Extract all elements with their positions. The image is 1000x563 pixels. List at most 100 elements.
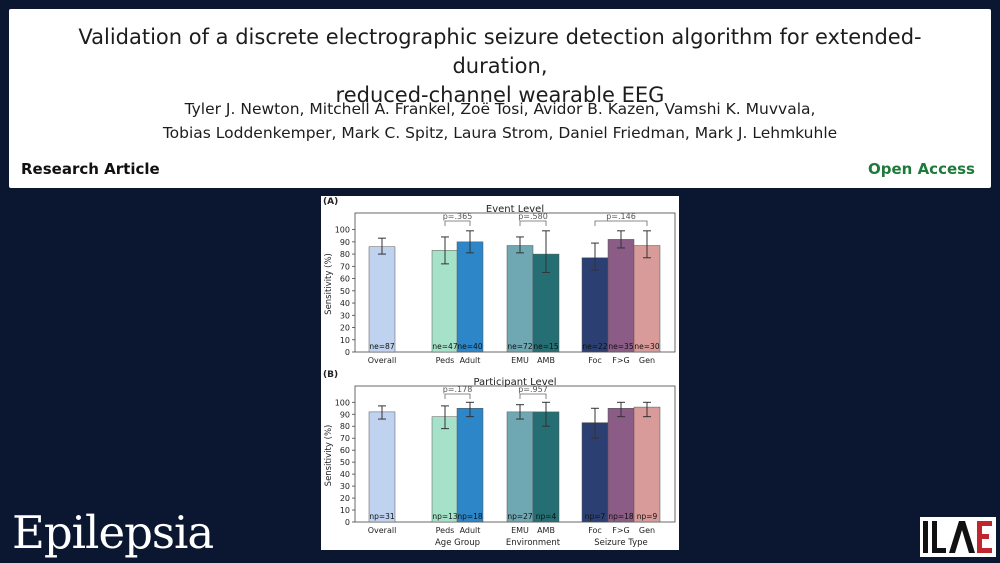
count-label: ne=40	[457, 342, 482, 351]
y-tick-label: 10	[340, 336, 350, 345]
y-axis-label: Sensitivity (%)	[324, 253, 334, 315]
authors-line-2: Tobias Loddenkemper, Mark C. Spitz, Laur…	[162, 124, 838, 142]
p-value-label: p=.580	[518, 212, 548, 221]
x-tick-label: Foc	[588, 356, 602, 365]
y-tick-label: 40	[340, 299, 350, 308]
count-label: ne=47	[432, 342, 457, 351]
bar	[607, 239, 635, 353]
x-tick-label: Gen	[639, 356, 655, 365]
bar	[368, 411, 396, 523]
bar	[431, 416, 459, 523]
x-tick-label: EMU	[511, 526, 529, 535]
chart-title: Event Level	[486, 204, 544, 215]
count-label: ne=15	[533, 342, 558, 351]
y-tick-label: 30	[340, 482, 350, 491]
x-tick-label: EMU	[511, 356, 529, 365]
x-tick-label: Adult	[460, 526, 481, 535]
bar	[456, 408, 484, 523]
count-label: ne=87	[369, 342, 394, 351]
title-line-2: reduced-channel wearable EEG	[335, 83, 665, 107]
bar	[431, 250, 459, 353]
y-tick-label: 60	[340, 446, 350, 455]
authors-line-1: Tyler J. Newton, Mitchell A. Frankel, Zo…	[184, 100, 816, 118]
x-tick-label: Overall	[368, 356, 397, 365]
x-tick-label: F>G	[612, 526, 630, 535]
p-value-label: p=.178	[443, 385, 473, 394]
bar	[506, 411, 534, 523]
count-label: np=7	[585, 512, 606, 521]
epilepsia-logo: Epilepsia	[12, 506, 214, 559]
y-tick-label: 100	[335, 398, 350, 407]
count-label: ne=72	[507, 342, 532, 351]
x-tick-label: Gen	[639, 526, 655, 535]
y-tick-label: 0	[345, 348, 350, 357]
y-tick-label: 80	[340, 422, 350, 431]
count-label: np=9	[637, 512, 658, 521]
y-tick-label: 100	[335, 226, 350, 235]
x-tick-label: F>G	[612, 356, 630, 365]
bar	[456, 241, 484, 353]
y-tick-label: 60	[340, 275, 350, 284]
group-label: Environment	[506, 538, 561, 548]
y-tick-label: 50	[340, 458, 350, 467]
y-tick-label: 20	[340, 324, 350, 333]
author-list: Tyler J. Newton, Mitchell A. Frankel, Zo…	[49, 97, 951, 145]
sensitivity-bar-charts: (A)Event Level0102030405060708090100Sens…	[323, 197, 676, 548]
bar	[532, 411, 560, 523]
y-tick-label: 80	[340, 250, 350, 259]
y-tick-label: 40	[340, 470, 350, 479]
x-tick-label: Adult	[460, 356, 481, 365]
count-label: ne=30	[634, 342, 659, 351]
panel-label: (B)	[323, 370, 338, 380]
comparison-bracket	[519, 220, 547, 226]
y-tick-label: 90	[340, 238, 350, 247]
article-type-label: Research Article	[21, 160, 160, 178]
panel-label: (A)	[323, 197, 338, 207]
bar	[581, 422, 609, 523]
article-title: Validation of a discrete electrographic …	[49, 23, 951, 110]
bar	[368, 246, 396, 353]
article-header-card: Validation of a discrete electrographic …	[9, 9, 991, 188]
chart-title: Participant Level	[473, 377, 556, 388]
x-tick-label: Peds	[436, 526, 455, 535]
count-label: np=18	[608, 512, 634, 521]
group-label: Seizure Type	[594, 538, 648, 548]
count-label: np=4	[536, 512, 557, 521]
x-tick-label: Overall	[368, 526, 397, 535]
p-value-label: p=.146	[606, 212, 636, 221]
group-label: Age Group	[435, 538, 480, 548]
count-label: np=18	[457, 512, 483, 521]
count-label: ne=35	[608, 342, 633, 351]
x-tick-label: Foc	[588, 526, 602, 535]
x-tick-label: Peds	[436, 356, 455, 365]
x-tick-label: AMB	[537, 526, 555, 535]
count-label: np=31	[369, 512, 395, 521]
comparison-bracket	[594, 220, 648, 226]
bar	[607, 408, 635, 523]
y-tick-label: 70	[340, 262, 350, 271]
y-tick-label: 50	[340, 287, 350, 296]
comparison-bracket	[444, 393, 471, 399]
x-tick-label: AMB	[537, 356, 555, 365]
y-axis-label: Sensitivity (%)	[324, 425, 334, 487]
y-tick-label: 70	[340, 434, 350, 443]
bar	[633, 406, 661, 523]
open-access-label: Open Access	[868, 160, 975, 178]
p-value-label: p=.365	[443, 212, 473, 221]
count-label: np=27	[507, 512, 533, 521]
comparison-bracket	[519, 393, 547, 399]
count-label: np=13	[432, 512, 458, 521]
y-tick-label: 20	[340, 494, 350, 503]
comparison-bracket	[444, 220, 471, 226]
p-value-label: p=.957	[518, 385, 548, 394]
sensitivity-figure: (A) Event Level 0 10 20 30 40 50 60 70 80 90 100 Sens…	[321, 196, 679, 550]
ilae-logo-mark	[923, 521, 992, 553]
title-line-1: Validation of a discrete electrographic …	[78, 25, 922, 78]
y-tick-label: 90	[340, 410, 350, 419]
y-tick-label: 10	[340, 506, 350, 515]
y-tick-label: 0	[345, 518, 350, 527]
bar	[506, 245, 534, 353]
bar	[581, 257, 609, 353]
ilae-logo	[920, 517, 996, 557]
bar	[633, 245, 661, 353]
